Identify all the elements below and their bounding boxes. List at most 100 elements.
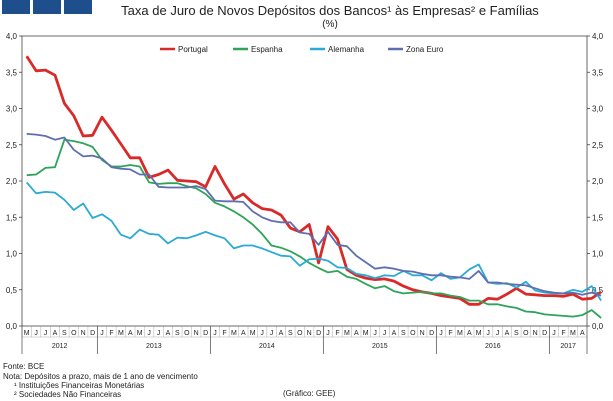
x-month-label: A: [580, 330, 585, 337]
x-year-label: 2012: [52, 343, 68, 350]
logo-block-1: [2, 0, 30, 14]
x-month-label: S: [288, 330, 293, 337]
x-month-label: M: [24, 330, 30, 337]
x-month-label: J: [496, 330, 500, 337]
x-month-label: A: [241, 330, 246, 337]
x-month-label: D: [542, 330, 547, 337]
x-month-label: N: [420, 330, 425, 337]
chart-unit: (%): [322, 19, 338, 30]
y-tick-label-right: 2,5: [592, 141, 604, 150]
x-year-label: 2013: [146, 343, 162, 350]
chart-credit: (Gráfico: GEE): [283, 389, 336, 398]
source-note: Fonte: BCE: [3, 362, 45, 371]
x-month-label: F: [335, 330, 339, 337]
x-month-label: A: [279, 330, 284, 337]
x-month-label: D: [203, 330, 208, 337]
x-month-label: J: [373, 330, 377, 337]
x-month-label: M: [250, 330, 256, 337]
x-month-label: D: [90, 330, 95, 337]
x-month-label: M: [476, 330, 482, 337]
x-month-label: S: [514, 330, 519, 337]
x-year-label: 2014: [259, 343, 275, 350]
x-month-label: A: [53, 330, 58, 337]
y-tick-label-left: 1,5: [6, 213, 18, 222]
y-tick-label-left: 2,0: [6, 177, 18, 186]
y-tick-label-left: 0,0: [6, 322, 18, 331]
x-month-label: F: [222, 330, 226, 337]
x-month-label: F: [561, 330, 565, 337]
x-month-label: O: [71, 330, 77, 337]
x-month-label: J: [260, 330, 264, 337]
x-month-label: A: [166, 330, 171, 337]
legend-label: Alemanha: [328, 45, 365, 54]
x-month-label: J: [552, 330, 556, 337]
x-month-label: A: [128, 330, 133, 337]
x-month-label: N: [307, 330, 312, 337]
y-tick-label-right: 4,0: [592, 32, 604, 41]
x-month-label: S: [401, 330, 406, 337]
x-month-label: J: [326, 330, 330, 337]
y-tick-label-left: 4,0: [6, 32, 18, 41]
x-month-label: M: [137, 330, 143, 337]
x-month-label: M: [570, 330, 576, 337]
y-tick-label-left: 1,0: [6, 250, 18, 259]
x-month-label: D: [316, 330, 321, 337]
x-year-label: 2015: [372, 343, 388, 350]
y-tick-label-left: 3,5: [6, 68, 18, 77]
x-month-label: O: [410, 330, 416, 337]
y-tick-label-right: 1,5: [592, 213, 604, 222]
x-month-label: F: [448, 330, 452, 337]
y-tick-label-right: 0,0: [592, 322, 604, 331]
x-month-label: O: [523, 330, 529, 337]
x-month-label: M: [457, 330, 463, 337]
logo-block-2: [33, 0, 61, 14]
x-month-label: J: [439, 330, 443, 337]
y-tick-label-right: 1,0: [592, 250, 604, 259]
x-month-label: A: [467, 330, 472, 337]
chart-title: Taxa de Juro de Novos Depósitos dos Banc…: [121, 3, 539, 18]
y-tick-label-right: 2,0: [592, 177, 604, 186]
x-month-label: N: [81, 330, 86, 337]
x-year-label: 2016: [485, 343, 501, 350]
x-month-label: J: [100, 330, 104, 337]
x-month-label: N: [533, 330, 538, 337]
y-tick-label-left: 3,0: [6, 105, 18, 114]
x-month-label: S: [175, 330, 180, 337]
x-month-label: A: [505, 330, 510, 337]
x-month-label: O: [297, 330, 303, 337]
y-tick-label-left: 2,5: [6, 141, 18, 150]
y-tick-label-left: 0,5: [6, 286, 18, 295]
x-month-label: M: [344, 330, 350, 337]
x-month-label: J: [147, 330, 151, 337]
y-tick-label-right: 3,0: [592, 105, 604, 114]
y-tick-label-right: 0,5: [592, 286, 604, 295]
x-month-label: J: [270, 330, 274, 337]
logo-block-3: [64, 0, 92, 14]
x-month-label: M: [118, 330, 124, 337]
series-line-zona-euro: [26, 133, 602, 297]
x-month-label: S: [62, 330, 67, 337]
x-month-label: J: [213, 330, 217, 337]
series-line-portugal: [25, 55, 602, 306]
x-month-label: A: [392, 330, 397, 337]
x-month-label: D: [429, 330, 434, 337]
x-month-label: J: [157, 330, 161, 337]
legend-label: Espanha: [251, 45, 283, 54]
footnote-2: ² Sociedades Não Financeiras: [14, 390, 122, 399]
x-month-label: J: [34, 330, 38, 337]
x-month-label: J: [486, 330, 490, 337]
x-month-label: J: [383, 330, 387, 337]
x-month-label: N: [194, 330, 199, 337]
x-month-label: O: [184, 330, 190, 337]
legend-label: Portugal: [178, 45, 208, 54]
y-tick-label-right: 3,5: [592, 68, 604, 77]
series-line-espanha: [26, 138, 602, 319]
x-month-label: F: [109, 330, 113, 337]
legend-label: Zona Euro: [406, 45, 444, 54]
x-month-label: A: [354, 330, 359, 337]
x-month-label: M: [363, 330, 369, 337]
x-month-label: J: [44, 330, 48, 337]
x-year-label: 2017: [560, 343, 576, 350]
footnote-1: ¹ Instituições Financeiras Monetárias: [14, 381, 145, 390]
